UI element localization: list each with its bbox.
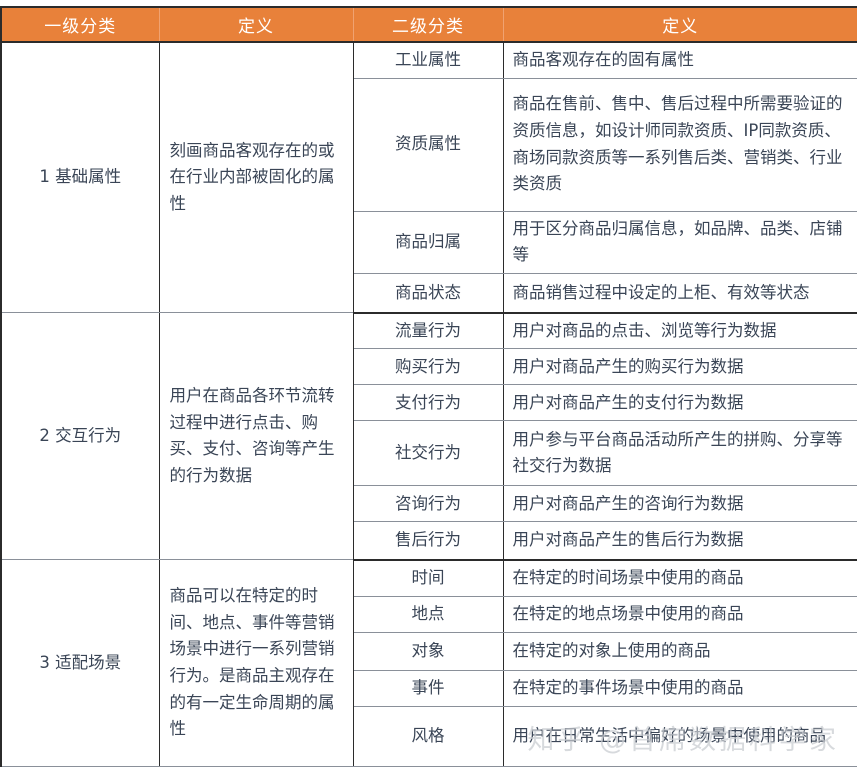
table-row: 商品归属 用于区分商品归属信息，如品牌、品类、店铺等 [1, 211, 857, 275]
level1-category-cell: 3 适配场景 [1, 559, 160, 767]
table-row: 社交行为 用户参与平台商品活动所产生的拼购、分享等社交行为数据 [1, 420, 857, 487]
level1-definition-cell: 刻画商品客观存在的或在行业内部被固化的属性 [159, 42, 354, 314]
table-row: 2 交互行为 用户在商品各环节流转过程中进行点击、购买、支付、咨询等产生的行为数… [1, 312, 857, 561]
table-row: 1 基础属性 刻画商品客观存在的或在行业内部被固化的属性 工业属性 商品客观存在… [1, 42, 857, 314]
level2-category-cell: 流量行为 [353, 312, 504, 350]
level2-category-cell: 资质属性 [353, 78, 504, 212]
level2-category-cell: 地点 [353, 596, 504, 633]
table-row: 商品状态 商品销售过程中设定的上柜、有效等状态 [1, 273, 857, 314]
table-header: 一级分类 定义 二级分类 定义 [1, 7, 857, 43]
level2-definition-cell: 用于区分商品归属信息，如品牌、品类、店铺等 [503, 211, 857, 275]
table-row: 对象 在特定的对象上使用的商品 [1, 632, 857, 671]
level2-category-cell: 购买行为 [353, 348, 504, 386]
table-row: 地点 在特定的地点场景中使用的商品 [1, 596, 857, 633]
level2-definition-cell: 用户对商品产生的支付行为数据 [503, 384, 857, 422]
table-row: 风格 用户在日常生活中偏好的场景中使用的商品 [1, 706, 857, 767]
level2-definition-cell: 商品客观存在的固有属性 [503, 42, 857, 79]
level2-category-cell: 事件 [353, 670, 504, 707]
level1-definition-cell: 商品可以在特定的时间、地点、事件等营销场景中进行一系列营销行为。是商品主观存在的… [159, 559, 354, 767]
table-row: 咨询行为 用户对商品产生的咨询行为数据 [1, 485, 857, 523]
level2-category-cell: 风格 [353, 706, 504, 767]
level2-definition-cell: 用户对商品产生的售后行为数据 [503, 521, 857, 561]
level2-definition-cell: 用户参与平台商品活动所产生的拼购、分享等社交行为数据 [503, 420, 857, 487]
level2-category-cell: 工业属性 [353, 42, 504, 79]
level2-definition-cell: 在特定的事件场景中使用的商品 [503, 670, 857, 707]
table-row: 事件 在特定的事件场景中使用的商品 [1, 670, 857, 707]
level2-definition-cell: 用户对商品产生的购买行为数据 [503, 348, 857, 386]
level2-definition-cell: 商品在售前、售中、售后过程中所需要验证的资质信息，如设计师同款资质、IP同款资质… [503, 78, 857, 212]
level2-category-cell: 时间 [353, 559, 504, 597]
header-level2-definition: 定义 [503, 7, 857, 43]
level2-definition-cell: 在特定的时间场景中使用的商品 [503, 559, 857, 597]
table-row: 购买行为 用户对商品产生的购买行为数据 [1, 348, 857, 386]
level2-definition-cell: 在特定的地点场景中使用的商品 [503, 596, 857, 633]
level2-category-cell: 售后行为 [353, 521, 504, 561]
header-level2-category: 二级分类 [353, 7, 504, 43]
level2-definition-cell: 商品销售过程中设定的上柜、有效等状态 [503, 273, 857, 314]
product-classification-table: 一级分类 定义 二级分类 定义 1 基础属性 刻画商品客观存在的或在行业内部被固… [0, 6, 857, 767]
level2-category-cell: 商品状态 [353, 273, 504, 314]
table-row: 3 适配场景 商品可以在特定的时间、地点、事件等营销场景中进行一系列营销行为。是… [1, 559, 857, 767]
level1-definition-cell: 用户在商品各环节流转过程中进行点击、购买、支付、咨询等产生的行为数据 [159, 312, 354, 561]
header-level1-category: 一级分类 [1, 7, 160, 43]
table-row: 售后行为 用户对商品产生的售后行为数据 [1, 521, 857, 561]
level2-category-cell: 社交行为 [353, 420, 504, 487]
level1-category-cell: 2 交互行为 [1, 312, 160, 561]
table-row: 资质属性 商品在售前、售中、售后过程中所需要验证的资质信息，如设计师同款资质、I… [1, 78, 857, 212]
level2-category-cell: 对象 [353, 632, 504, 671]
table-header-row: 一级分类 定义 二级分类 定义 [1, 7, 857, 43]
level2-category-cell: 支付行为 [353, 384, 504, 422]
level2-category-cell: 咨询行为 [353, 485, 504, 523]
level2-definition-cell: 在特定的对象上使用的商品 [503, 632, 857, 671]
level2-category-cell: 商品归属 [353, 211, 504, 275]
header-level1-definition: 定义 [159, 7, 354, 43]
table-row: 支付行为 用户对商品产生的支付行为数据 [1, 384, 857, 422]
level2-definition-cell: 用户对商品的点击、浏览等行为数据 [503, 312, 857, 350]
level2-definition-cell: 用户在日常生活中偏好的场景中使用的商品 [503, 706, 857, 767]
table-body: 1 基础属性 刻画商品客观存在的或在行业内部被固化的属性 工业属性 商品客观存在… [1, 42, 857, 767]
level2-definition-cell: 用户对商品产生的咨询行为数据 [503, 485, 857, 523]
level1-category-cell: 1 基础属性 [1, 42, 160, 314]
